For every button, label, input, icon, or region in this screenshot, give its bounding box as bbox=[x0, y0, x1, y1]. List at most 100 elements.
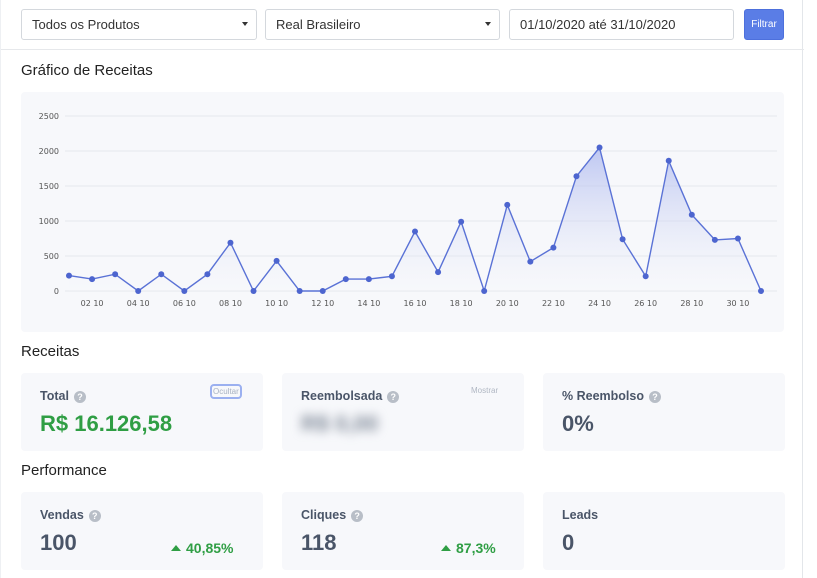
triangle-up-icon bbox=[441, 545, 451, 551]
caret-down-icon bbox=[242, 22, 248, 26]
refund-percent-label: % Reembolso? bbox=[562, 389, 661, 403]
product-select-value: Todos os Produtos bbox=[32, 17, 140, 32]
data-point bbox=[365, 276, 372, 283]
data-point bbox=[550, 244, 557, 251]
sales-value: 100 bbox=[40, 530, 77, 555]
y-tick-label: 500 bbox=[44, 252, 59, 261]
help-icon[interactable]: ? bbox=[88, 510, 101, 522]
data-point bbox=[596, 144, 603, 151]
filter-button[interactable]: Filtrar bbox=[744, 9, 784, 40]
clicks-label-text: Cliques bbox=[301, 508, 347, 522]
x-tick-label: 12 10 bbox=[311, 299, 334, 308]
refunded-label-text: Reembolsada bbox=[301, 389, 383, 403]
data-point bbox=[527, 258, 534, 265]
clicks-delta: 87,3% bbox=[441, 540, 496, 556]
clicks-label: Cliques? bbox=[301, 508, 364, 522]
x-tick-label: 22 10 bbox=[542, 299, 565, 308]
x-tick-label: 26 10 bbox=[634, 299, 657, 308]
data-point bbox=[504, 201, 511, 208]
data-point bbox=[688, 211, 695, 218]
refund-percent-label-text: % Reembolso bbox=[562, 389, 644, 403]
x-tick-label: 08 10 bbox=[219, 299, 242, 308]
sales-card: Vendas? 100 40,85% bbox=[21, 492, 263, 570]
data-point bbox=[250, 288, 257, 294]
help-icon[interactable]: ? bbox=[351, 510, 364, 522]
data-point bbox=[665, 157, 672, 164]
help-icon[interactable]: ? bbox=[648, 391, 661, 403]
y-tick-label: 0 bbox=[54, 287, 59, 296]
data-point bbox=[342, 276, 349, 283]
clicks-delta-text: 87,3% bbox=[456, 540, 496, 556]
data-point bbox=[642, 273, 649, 280]
total-revenue-value: R$ 16.126,58 bbox=[40, 411, 173, 436]
performance-title: Performance bbox=[21, 462, 107, 479]
refunded-card: Reembolsada? Mostrar R$ 0,00 bbox=[282, 373, 524, 451]
y-tick-label: 1000 bbox=[39, 217, 59, 226]
total-revenue-label-text: Total bbox=[40, 389, 69, 403]
data-point bbox=[758, 288, 764, 294]
x-tick-label: 02 10 bbox=[81, 299, 104, 308]
revenue-chart-svg: 0 500 1000 1500 2000 2500 02 10 04 10 06 10 08 10… bbox=[39, 112, 777, 308]
leads-value: 0 bbox=[562, 530, 575, 555]
data-point bbox=[711, 236, 718, 243]
x-tick-label: 18 10 bbox=[450, 299, 473, 308]
data-point bbox=[734, 235, 741, 242]
x-tick-label: 16 10 bbox=[404, 299, 427, 308]
data-point bbox=[619, 236, 626, 243]
total-revenue-label: Total? bbox=[40, 389, 86, 403]
clicks-value: 118 bbox=[301, 530, 337, 555]
leads-label: Leads bbox=[562, 508, 599, 522]
data-point bbox=[388, 273, 395, 280]
revenue-chart-title: Gráfico de Receitas bbox=[21, 62, 153, 79]
data-point bbox=[435, 269, 442, 276]
x-tick-label: 30 10 bbox=[726, 299, 749, 308]
total-revenue-card: Total? Ocultar R$ 16.126,58 bbox=[21, 373, 263, 451]
x-tick-label: 14 10 bbox=[357, 299, 380, 308]
leads-card: Leads 0 bbox=[543, 492, 785, 570]
x-tick-label: 28 10 bbox=[680, 299, 703, 308]
caret-down-icon bbox=[485, 22, 491, 26]
help-icon[interactable]: ? bbox=[73, 391, 86, 403]
revenue-chart: 0 500 1000 1500 2000 2500 02 10 04 10 06 10 08 10… bbox=[21, 92, 784, 332]
refunded-value: R$ 0,00 bbox=[301, 411, 379, 436]
triangle-up-icon bbox=[171, 545, 181, 551]
y-tick-label: 2000 bbox=[39, 147, 59, 156]
data-point bbox=[481, 288, 488, 294]
refunded-label: Reembolsada? bbox=[301, 389, 400, 403]
product-select[interactable]: Todos os Produtos bbox=[21, 9, 257, 40]
show-refunded-button[interactable]: Mostrar bbox=[471, 386, 499, 395]
data-point bbox=[458, 218, 465, 225]
help-icon[interactable]: ? bbox=[387, 391, 400, 403]
data-point bbox=[273, 257, 280, 264]
data-point bbox=[573, 173, 580, 180]
data-point bbox=[412, 228, 418, 235]
sales-delta-text: 40,85% bbox=[186, 540, 234, 556]
x-tick-label: 06 10 bbox=[173, 299, 196, 308]
y-tick-label: 2500 bbox=[39, 112, 59, 121]
sales-label-text: Vendas bbox=[40, 508, 84, 522]
refund-percent-card: % Reembolso? 0% bbox=[543, 373, 785, 451]
data-point bbox=[181, 288, 188, 294]
currency-select[interactable]: Real Brasileiro bbox=[265, 9, 500, 40]
hide-total-button[interactable]: Ocultar bbox=[210, 384, 242, 399]
sales-label: Vendas? bbox=[40, 508, 101, 522]
x-tick-label: 10 10 bbox=[265, 299, 288, 308]
x-tick-label: 20 10 bbox=[496, 299, 519, 308]
data-point bbox=[66, 272, 72, 279]
date-range-value: 01/10/2020 até 31/10/2020 bbox=[520, 17, 676, 32]
currency-select-value: Real Brasileiro bbox=[276, 17, 361, 32]
data-point bbox=[158, 271, 165, 278]
data-point bbox=[89, 276, 96, 283]
data-point bbox=[135, 288, 142, 294]
data-point bbox=[296, 288, 303, 294]
data-point bbox=[204, 271, 211, 278]
sales-delta: 40,85% bbox=[171, 540, 233, 556]
clicks-card: Cliques? 118 87,3% bbox=[282, 492, 524, 570]
receitas-title: Receitas bbox=[21, 343, 80, 360]
x-tick-label: 24 10 bbox=[588, 299, 611, 308]
filter-bar: Todos os Produtos Real Brasileiro 01/10/… bbox=[1, 0, 804, 50]
data-point bbox=[112, 271, 119, 278]
refund-percent-value: 0% bbox=[562, 411, 594, 436]
date-range-input[interactable]: 01/10/2020 até 31/10/2020 bbox=[509, 9, 734, 40]
